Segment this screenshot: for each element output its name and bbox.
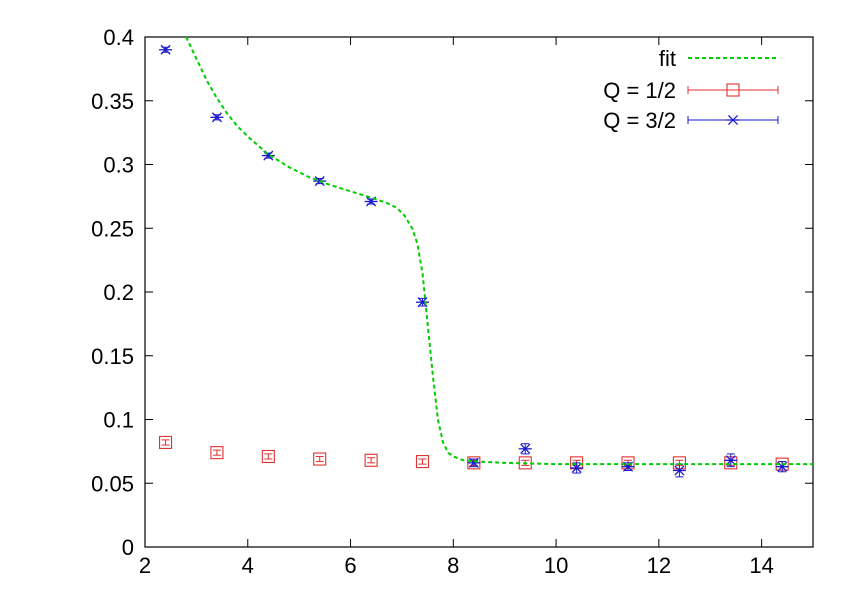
data-point [261,449,275,464]
legend-label: Q = 3/2 [603,108,676,133]
y-tick-label: 0.1 [103,408,134,433]
legend-label: fit [659,46,676,71]
data-point [159,44,173,55]
axis-ticks: 2 4 6 8 10 12 14 0 0.05 0.1 0.15 0.2 0.25 0.3 0.35 0.4 [91,25,813,578]
x-tick-label: 14 [749,553,773,578]
y-tick-label: 0.25 [91,216,134,241]
data-point [364,453,378,467]
y-tick-label: 0.3 [103,153,134,178]
data-point [415,297,429,308]
legend-entry-0: fit [659,46,778,71]
y-tick-label: 0.2 [103,280,134,305]
data-point [672,465,686,476]
legend-entry-1: Q = 1/2 [603,78,779,103]
data-point [518,443,532,454]
series-0 [185,36,813,466]
y-tick-label: 0.4 [103,25,134,50]
data-point [210,446,224,460]
data-point [261,150,275,161]
legend-entry-2: Q = 3/2 [603,108,779,133]
legend-marker [726,83,740,97]
legend-label: Q = 1/2 [603,78,676,103]
x-tick-label: 10 [544,553,568,578]
x-tick-label: 6 [344,553,356,578]
x-tick-label: 2 [139,553,151,578]
x-tick-label: 4 [242,553,254,578]
y-tick-label: 0 [122,535,134,560]
y-tick-label: 0.05 [91,471,134,496]
plot-frame [144,36,814,548]
x-tick-label: 12 [647,553,671,578]
data-point [313,452,327,466]
x-tick-label: 8 [447,553,459,578]
legend-marker [726,114,740,126]
y-tick-label: 0.35 [91,89,134,114]
data-point [210,112,224,123]
fit-curve [185,36,813,466]
legend: fit Q = 1/2 Q = 3/2 [603,46,779,133]
series-2 [159,44,789,478]
data-point [159,435,173,450]
data-point [415,455,430,469]
y-tick-label: 0.15 [91,344,134,369]
data-point [467,457,481,468]
series-layer [159,36,813,478]
